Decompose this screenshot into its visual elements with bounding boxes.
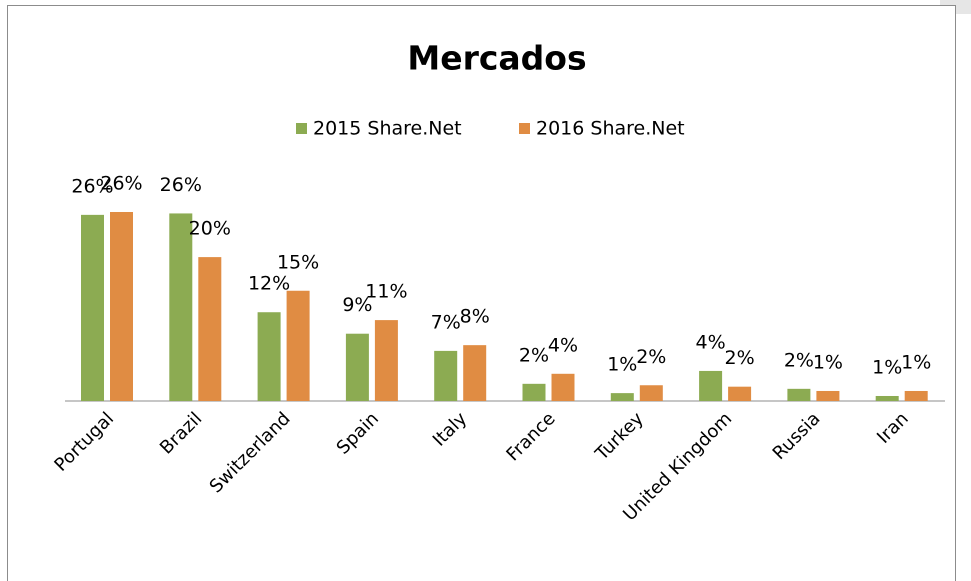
data-label: 4% — [548, 334, 578, 356]
bar — [699, 370, 723, 401]
bar — [904, 390, 928, 401]
data-label: 7% — [431, 311, 461, 333]
chart-title: Mercados — [407, 39, 586, 78]
data-label: 1% — [901, 351, 931, 373]
bar — [463, 345, 487, 401]
bar — [286, 290, 310, 401]
data-label: 1% — [872, 356, 902, 378]
bar — [198, 257, 222, 401]
data-label: 26% — [100, 173, 142, 195]
bar — [610, 393, 634, 401]
legend-label: 2015 Share.Net — [313, 118, 462, 140]
data-label: 26% — [71, 175, 113, 197]
bar — [728, 386, 752, 401]
bar — [551, 373, 575, 401]
legend-label: 2016 Share.Net — [536, 118, 685, 140]
bar — [816, 390, 840, 401]
data-label: 2% — [784, 349, 814, 371]
bar — [522, 383, 546, 401]
data-label: 9% — [342, 294, 372, 316]
bar — [345, 333, 369, 401]
bar — [169, 213, 193, 401]
bar — [110, 212, 133, 401]
data-label: 2% — [519, 344, 549, 366]
bar — [81, 214, 104, 401]
data-label: 2% — [725, 347, 755, 369]
data-label: 11% — [365, 281, 407, 303]
bar — [875, 395, 899, 401]
data-label: 15% — [277, 251, 319, 273]
data-label: 20% — [189, 218, 231, 240]
chart-area — [7, 5, 956, 581]
bar — [434, 350, 458, 401]
data-label: 1% — [813, 351, 843, 373]
data-label: 1% — [607, 354, 637, 376]
data-label: 2% — [636, 346, 666, 368]
legend-swatch — [296, 123, 307, 134]
bar — [639, 385, 663, 401]
data-label: 12% — [248, 273, 290, 295]
data-label: 8% — [460, 306, 490, 328]
legend-swatch — [519, 123, 530, 134]
bar — [374, 320, 398, 401]
bar — [257, 312, 281, 401]
bar — [787, 388, 811, 401]
data-label: 26% — [160, 174, 202, 196]
data-label: 4% — [696, 331, 726, 353]
